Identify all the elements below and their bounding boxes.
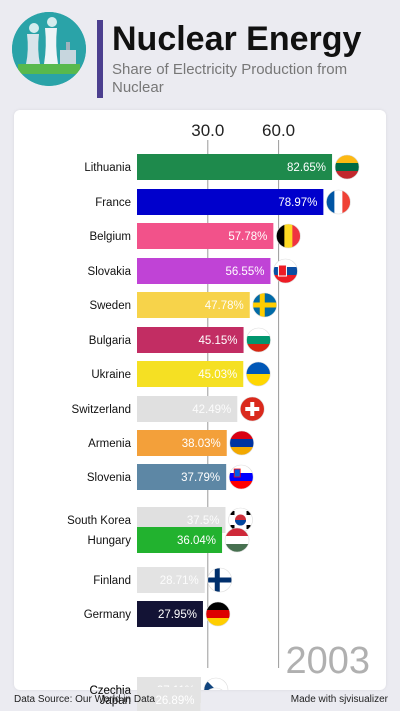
sweden-flag-icon — [252, 292, 278, 318]
made-with-credit: Made with sjvisualizer — [290, 694, 388, 705]
category-label: Czechia — [89, 685, 131, 697]
germany-flag-icon — [205, 601, 231, 627]
category-label: Germany — [84, 609, 132, 621]
bar — [137, 464, 227, 490]
bars-group: Lithuania 82.65% France 78.97% Belgium 57.78%… — [67, 154, 360, 697]
category-label: France — [95, 197, 131, 209]
value-label: 36.04% — [177, 535, 216, 547]
slovenia-flag-icon — [228, 464, 254, 490]
category-label: Czechia — [89, 685, 131, 697]
category-label: Armenia — [88, 438, 131, 450]
hungary-flag-icon — [224, 527, 250, 553]
south-korea-flag-icon — [228, 507, 253, 533]
category-label: Sweden — [89, 300, 131, 312]
bulgaria-flag-icon — [246, 327, 271, 353]
header: Nuclear Energy Share of Electricity Prod… — [0, 0, 400, 105]
value-label: 56.55% — [225, 266, 264, 278]
bar — [137, 687, 201, 711]
category-label: Belgium — [89, 231, 131, 243]
value-label: 28.71% — [160, 575, 199, 587]
bar — [137, 601, 203, 627]
title-accent-bar — [97, 20, 103, 98]
category-label: South Korea — [67, 515, 132, 527]
category-label: Lithuania — [84, 162, 131, 174]
bar — [137, 327, 244, 353]
bar — [137, 189, 324, 215]
value-label: 57.78% — [228, 231, 267, 243]
finland-flag-icon — [207, 567, 233, 593]
category-label: Bulgaria — [89, 335, 132, 347]
category-label: Switzerland — [72, 404, 131, 416]
lithuania-flag-icon — [334, 154, 360, 180]
bar — [137, 567, 205, 593]
page-title: Nuclear Energy — [112, 20, 362, 58]
france-flag-icon — [326, 189, 351, 215]
japan-flag-icon — [203, 687, 228, 690]
data-source: Data Source: Our World in Data — [14, 694, 155, 705]
category-label: Finland — [93, 575, 131, 587]
armenia-flag-icon — [229, 430, 255, 456]
bar — [137, 527, 223, 553]
category-label: Ukraine — [91, 369, 131, 381]
bar — [137, 430, 227, 456]
value-label: 42.49% — [192, 404, 231, 416]
value-label: 45.03% — [198, 369, 237, 381]
page-subtitle: Share of Electricity Production from Nuc… — [112, 61, 348, 96]
value-label: 45.15% — [199, 335, 238, 347]
belgium-flag-icon — [276, 223, 301, 249]
category-label: Slovenia — [87, 472, 132, 484]
ukraine-flag-icon — [245, 361, 271, 387]
value-label: 38.03% — [182, 438, 221, 450]
category-label: Hungary — [88, 535, 132, 547]
bar — [137, 223, 274, 249]
value-label: 26.89% — [155, 695, 194, 707]
category-label: Slovakia — [88, 266, 132, 278]
value-label: 37.5% — [187, 515, 220, 527]
nuclear-plant-icon — [12, 12, 86, 86]
x-tick-label: 30.0 — [191, 121, 224, 140]
year-label: 2003 — [285, 640, 370, 682]
value-label: 47.78% — [205, 300, 244, 312]
bar — [137, 292, 250, 318]
bar — [137, 258, 271, 284]
x-tick-label: 60.0 — [262, 121, 295, 140]
category-label: Japan — [100, 695, 131, 707]
czechia-flag-icon — [203, 677, 229, 690]
value-label: 78.97% — [278, 197, 317, 209]
bar — [137, 396, 238, 422]
value-label: 37.79% — [181, 472, 220, 484]
value-label: 27.95% — [158, 609, 197, 621]
switzerland-flag-icon — [239, 396, 265, 422]
slovakia-flag-icon — [273, 258, 298, 284]
bar — [137, 154, 333, 180]
value-label: 82.65% — [287, 162, 326, 174]
bar — [137, 361, 244, 387]
